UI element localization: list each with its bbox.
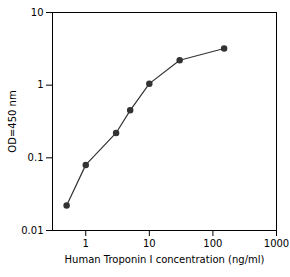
svg-text:1: 1 xyxy=(83,238,89,249)
svg-text:100: 100 xyxy=(203,238,222,249)
svg-text:0.01: 0.01 xyxy=(21,225,43,236)
svg-text:Human Troponin I concentration: Human Troponin I concentration (ng/ml) xyxy=(65,254,265,265)
svg-text:1: 1 xyxy=(37,79,43,90)
svg-text:10: 10 xyxy=(31,7,44,18)
svg-text:1000: 1000 xyxy=(264,238,289,249)
svg-text:10: 10 xyxy=(143,238,156,249)
svg-text:0.1: 0.1 xyxy=(28,152,44,163)
svg-text:OD=450 nm: OD=450 nm xyxy=(7,90,18,152)
